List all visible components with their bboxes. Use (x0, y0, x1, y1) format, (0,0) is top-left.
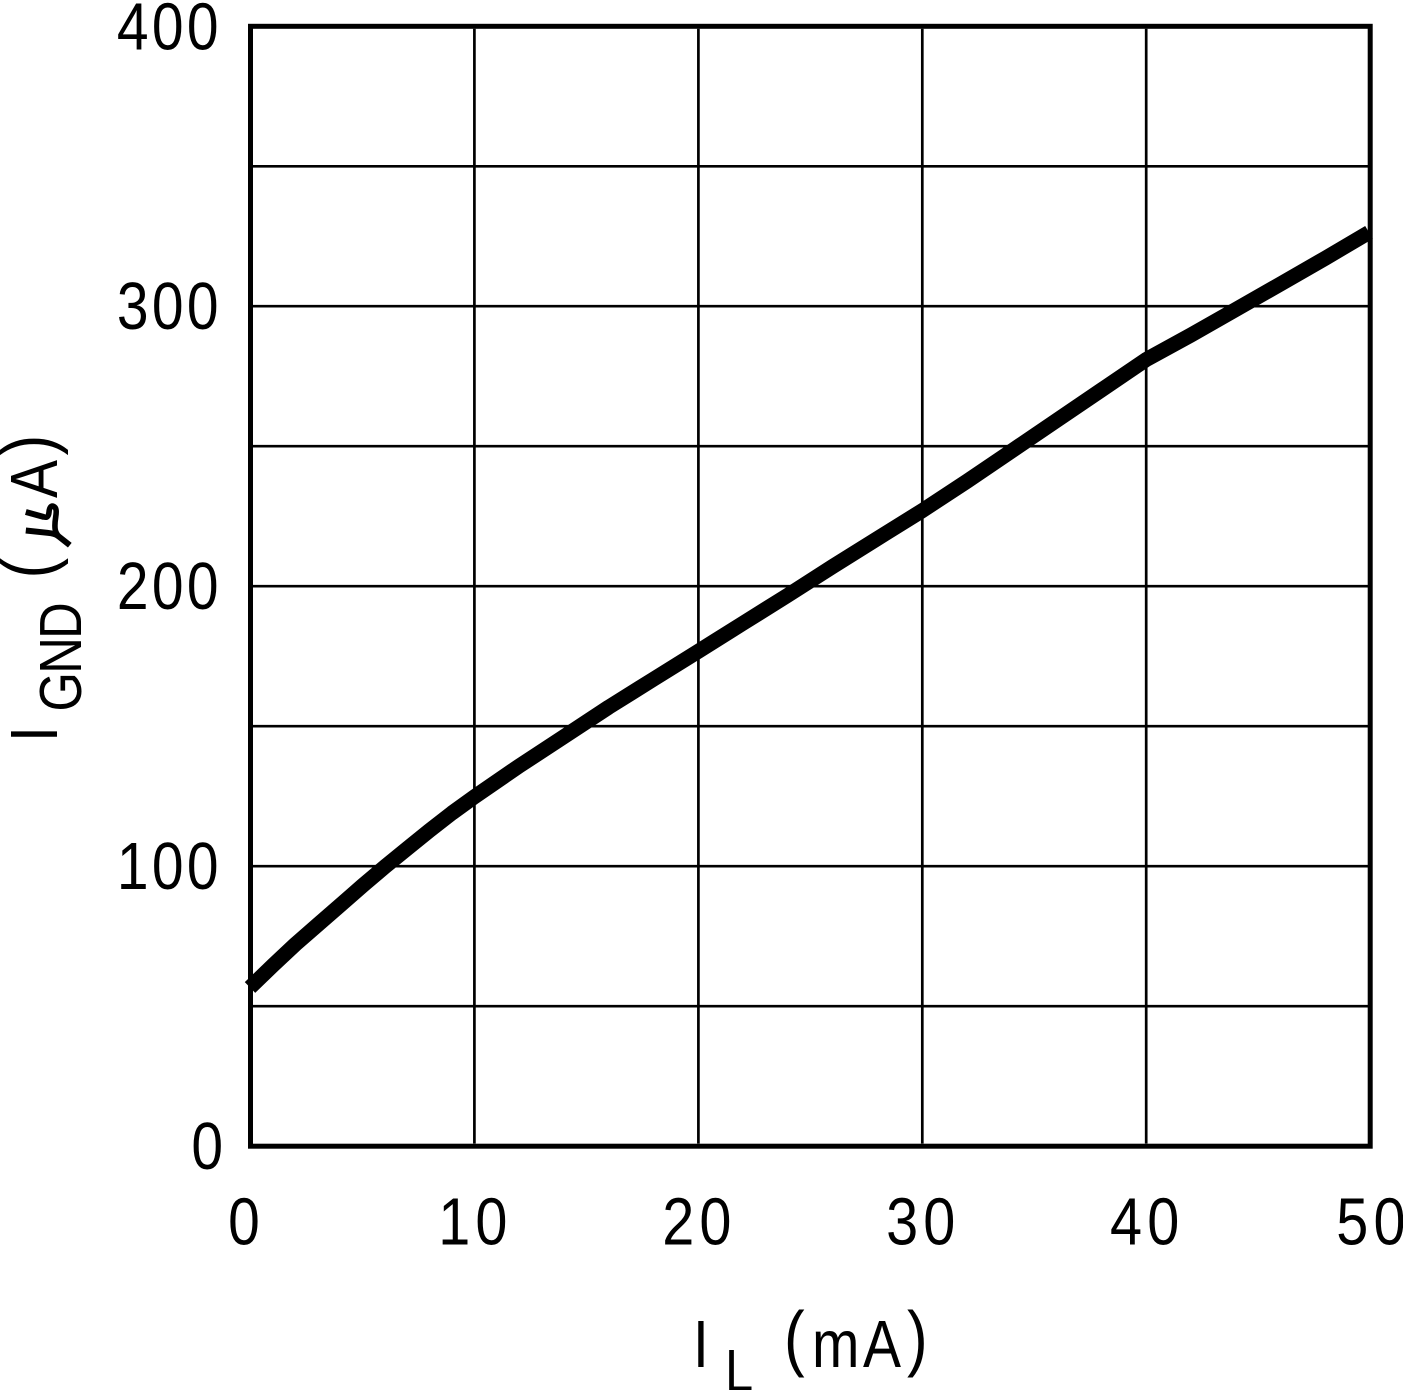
svg-text:50: 50 (1336, 1184, 1403, 1259)
svg-text:I: I (693, 1308, 709, 1382)
svg-text:A: A (863, 1308, 901, 1382)
svg-text:400: 400 (117, 0, 222, 64)
svg-text:0: 0 (228, 1185, 260, 1259)
svg-text:(: ( (784, 1298, 805, 1379)
svg-text:A: A (0, 460, 72, 498)
svg-text:(: ( (0, 557, 69, 578)
svg-text:0: 0 (191, 1110, 223, 1184)
svg-text:100: 100 (117, 830, 222, 904)
svg-text:20: 20 (662, 1184, 736, 1259)
svg-text:10: 10 (438, 1184, 512, 1259)
svg-text:I: I (0, 726, 72, 742)
svg-text:30: 30 (886, 1184, 960, 1259)
svg-text:): ) (907, 1298, 928, 1379)
svg-text:40: 40 (1110, 1184, 1184, 1259)
svg-text:300: 300 (117, 270, 222, 344)
svg-text:m: m (812, 1308, 859, 1382)
svg-text:L: L (725, 1337, 753, 1390)
svg-text:200: 200 (117, 550, 222, 624)
svg-text:GND: GND (27, 604, 94, 711)
svg-text:): ) (0, 435, 69, 456)
